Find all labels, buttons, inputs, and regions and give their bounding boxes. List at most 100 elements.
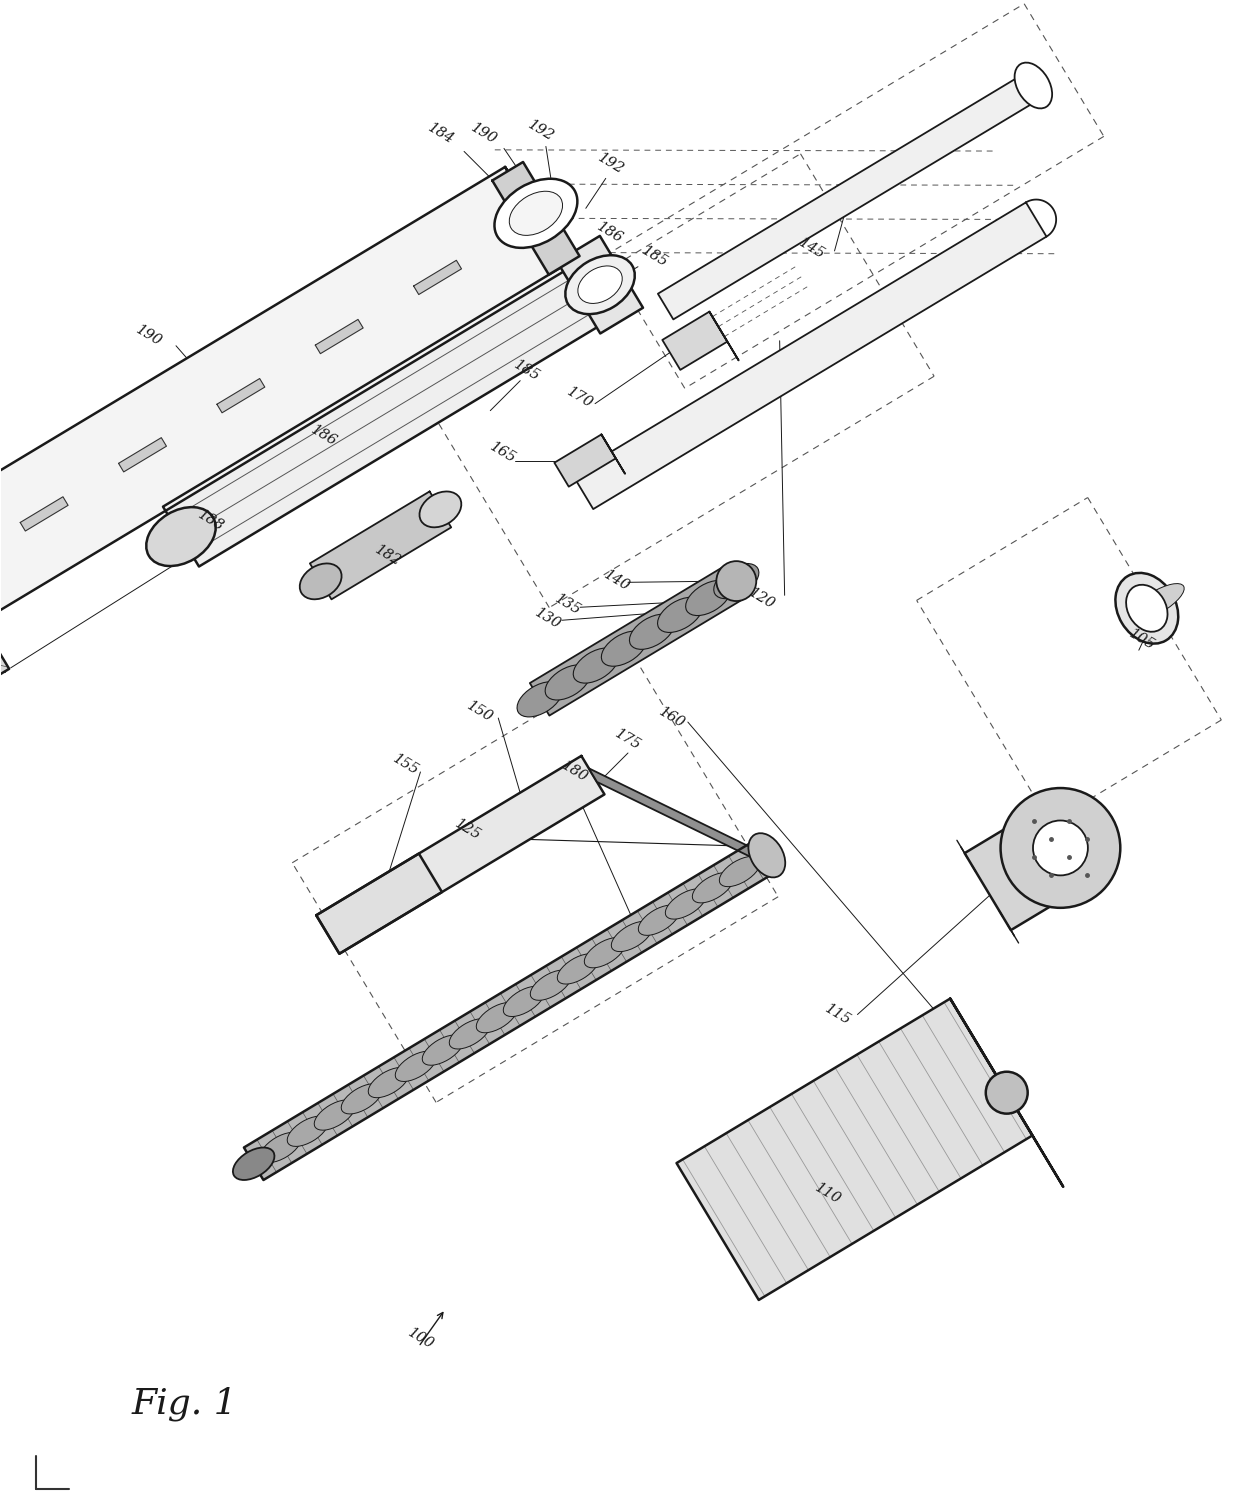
Ellipse shape [476,1002,517,1032]
Ellipse shape [449,1019,490,1049]
Polygon shape [529,564,746,715]
Polygon shape [557,235,644,333]
Text: 180: 180 [559,759,590,785]
Ellipse shape [546,665,590,700]
Text: 185: 185 [512,358,543,383]
Polygon shape [316,854,441,954]
Ellipse shape [531,970,572,1000]
Ellipse shape [557,954,598,984]
Polygon shape [589,768,766,865]
Polygon shape [505,167,595,317]
Polygon shape [492,161,579,275]
Polygon shape [244,839,776,1180]
Polygon shape [0,167,567,625]
Text: 135: 135 [553,592,584,617]
Text: 186: 186 [309,423,340,448]
Text: 165: 165 [487,439,518,466]
Polygon shape [0,519,9,679]
Polygon shape [709,312,739,361]
Ellipse shape [717,561,756,601]
Text: 130: 130 [533,605,564,631]
Polygon shape [950,999,1063,1186]
Text: 160: 160 [656,705,687,732]
Polygon shape [119,438,166,472]
Text: 105: 105 [1126,628,1157,653]
Ellipse shape [1126,585,1168,632]
Ellipse shape [1130,584,1184,620]
Ellipse shape [749,833,785,877]
Text: 175: 175 [613,727,644,753]
Polygon shape [677,999,1033,1299]
Text: 145: 145 [796,235,827,263]
Text: 150: 150 [465,699,496,726]
Text: 155: 155 [391,751,422,779]
Text: 115: 115 [822,1002,853,1028]
Ellipse shape [584,937,625,967]
Text: 186: 186 [594,220,625,246]
Polygon shape [601,435,625,474]
Text: 125: 125 [453,816,484,844]
Text: 190: 190 [469,121,500,146]
Text: 110: 110 [812,1182,843,1207]
Ellipse shape [300,563,341,599]
Ellipse shape [601,631,646,667]
Polygon shape [244,839,776,1180]
Text: 188: 188 [196,507,227,534]
Ellipse shape [630,614,675,649]
Polygon shape [217,379,265,413]
Polygon shape [315,320,363,353]
Ellipse shape [639,905,680,936]
Ellipse shape [1014,62,1052,109]
Ellipse shape [314,1100,355,1130]
Text: 185: 185 [640,243,671,270]
Polygon shape [0,522,5,672]
Polygon shape [662,312,728,370]
Ellipse shape [573,647,619,684]
Ellipse shape [1116,573,1178,644]
Polygon shape [310,492,451,599]
Ellipse shape [986,1071,1028,1114]
Text: 140: 140 [601,567,632,593]
Ellipse shape [495,178,578,247]
Ellipse shape [692,872,733,902]
Ellipse shape [510,192,563,235]
Polygon shape [950,999,1063,1186]
Polygon shape [658,72,1042,320]
Ellipse shape [423,1035,464,1065]
Ellipse shape [719,857,760,887]
Polygon shape [414,260,461,294]
Text: 170: 170 [564,385,595,410]
Polygon shape [573,202,1047,509]
Ellipse shape [341,1083,382,1114]
Ellipse shape [1033,821,1087,875]
Text: 190: 190 [134,323,165,349]
Text: 192: 192 [526,118,557,143]
Text: 100: 100 [405,1326,436,1352]
Ellipse shape [146,507,216,566]
Polygon shape [677,999,1033,1299]
Ellipse shape [611,922,652,952]
Text: Fig. 1: Fig. 1 [131,1387,237,1421]
Ellipse shape [288,1117,329,1147]
Ellipse shape [578,266,622,303]
Polygon shape [0,522,5,672]
Text: 120: 120 [746,585,777,611]
Ellipse shape [1001,788,1120,908]
Ellipse shape [396,1052,436,1082]
Polygon shape [316,756,604,954]
Ellipse shape [368,1067,409,1097]
Ellipse shape [260,1132,301,1162]
Polygon shape [162,255,618,566]
Ellipse shape [686,581,730,616]
Ellipse shape [517,682,562,717]
Polygon shape [20,496,68,531]
Polygon shape [965,809,1084,930]
Ellipse shape [565,255,635,314]
Ellipse shape [714,563,759,599]
Ellipse shape [233,1147,274,1180]
Text: 192: 192 [595,151,626,177]
Text: 184: 184 [425,121,456,146]
Ellipse shape [666,889,707,919]
Ellipse shape [503,987,544,1017]
Polygon shape [505,167,595,317]
